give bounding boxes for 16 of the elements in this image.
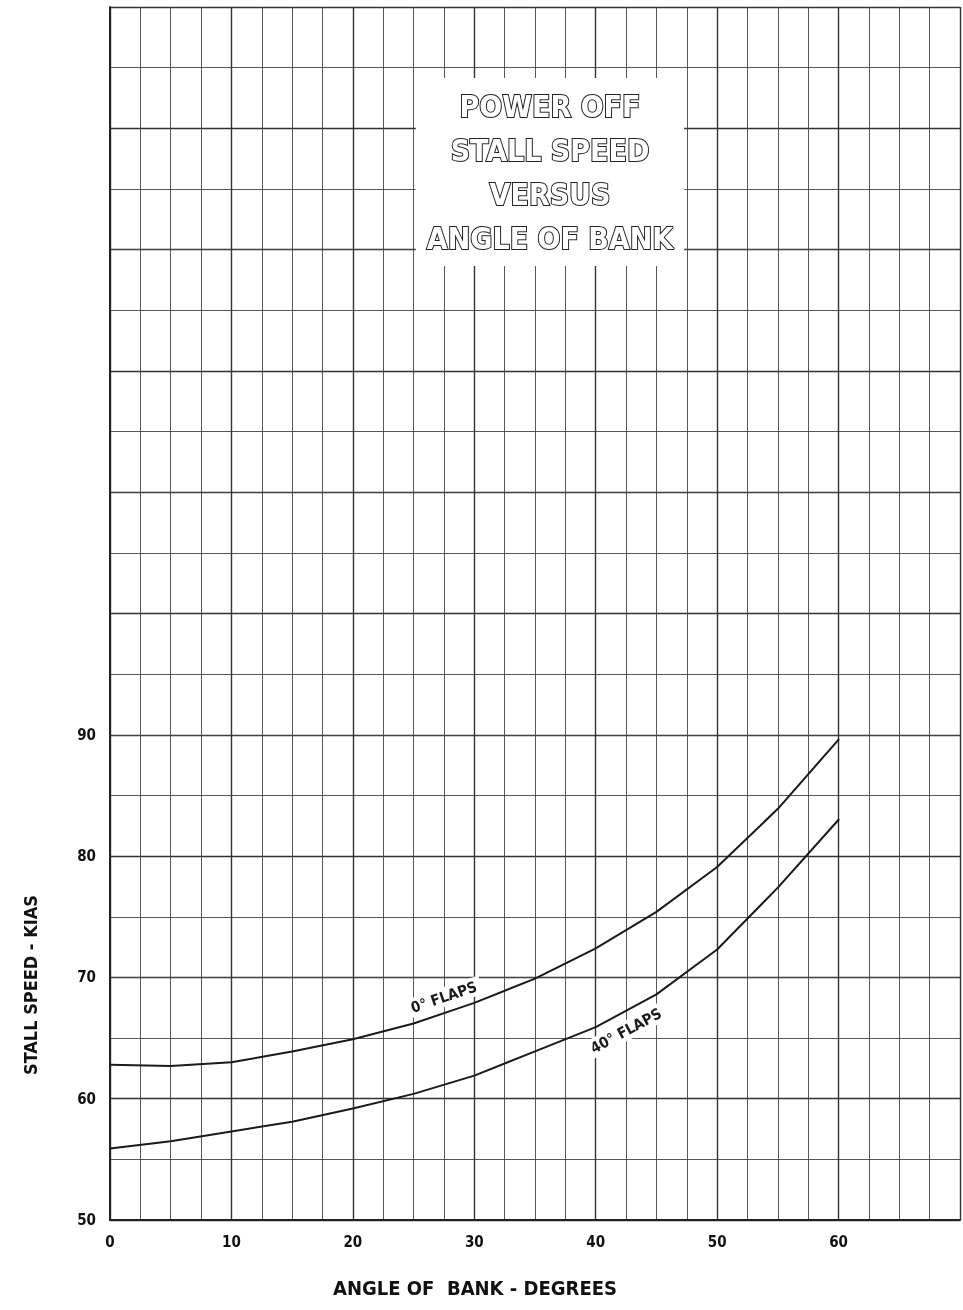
y-tick-label: 60 — [77, 1089, 96, 1108]
x-tick-label: 50 — [707, 1232, 727, 1251]
y-tick-label: 80 — [77, 847, 96, 866]
y-tick-label: 70 — [77, 968, 96, 987]
y-axis-title: STALL SPEED - KIAS — [19, 895, 41, 1075]
x-tick-label: 60 — [829, 1232, 848, 1251]
x-tick-label: 0 — [105, 1232, 115, 1251]
text: POWER OFF STALL SPEED VERSUS ANGLE OF BANK — [426, 88, 675, 256]
x-tick-label: 40 — [586, 1232, 606, 1251]
y-tick-label: 90 — [77, 725, 96, 744]
y-tick-label: 50 — [77, 1211, 96, 1229]
x-tick-label: 20 — [343, 1232, 363, 1251]
text: 0° FLAPS — [408, 977, 480, 1017]
x-tick-label: 30 — [464, 1232, 484, 1251]
x-tick-label: 10 — [222, 1232, 241, 1251]
x-axis-title: ANGLE OF BANK - DEGREES — [333, 1276, 617, 1300]
